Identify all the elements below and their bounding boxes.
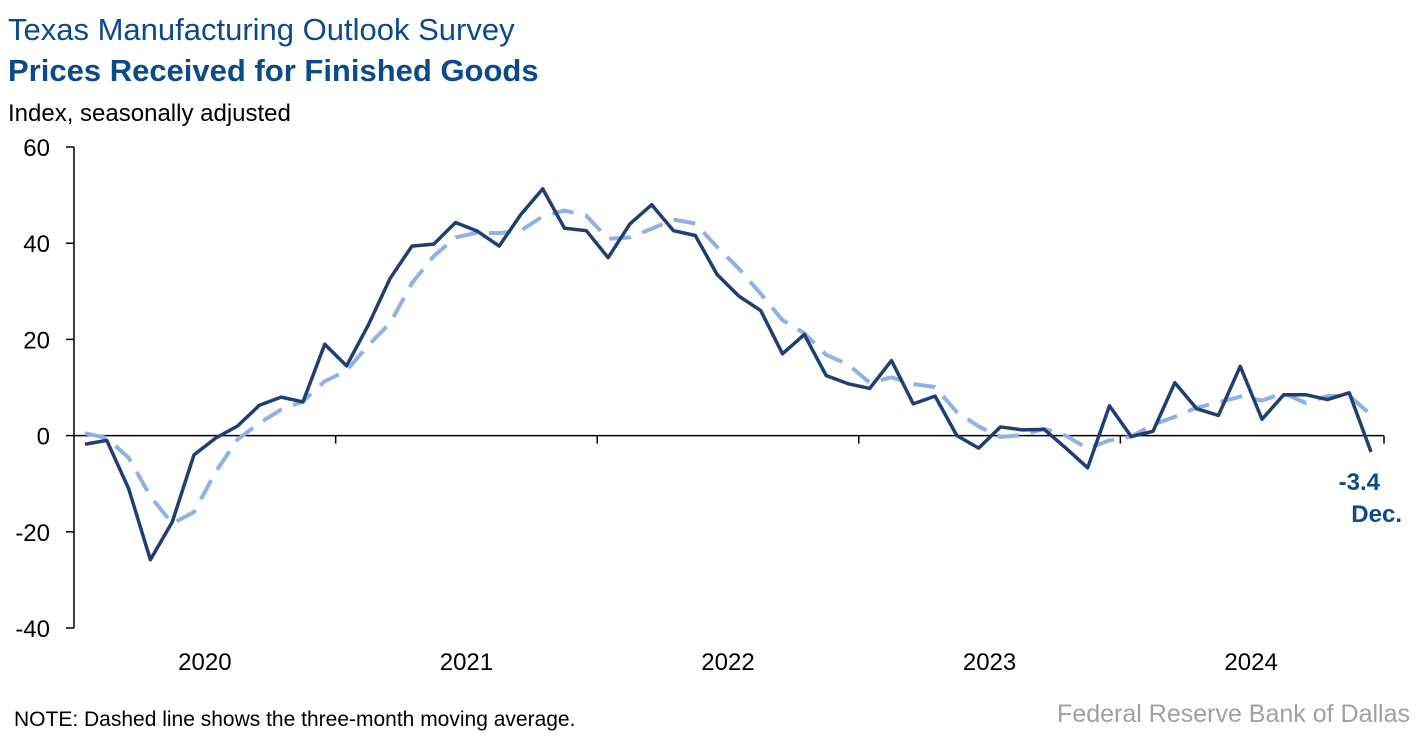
y-tick-label: 0 xyxy=(37,424,50,451)
x-tick-label: 2023 xyxy=(963,649,1016,676)
x-tick-label: 2022 xyxy=(701,649,754,676)
y-tick-label: -20 xyxy=(15,520,50,547)
source: Federal Reserve Bank of Dallas xyxy=(1057,700,1410,728)
x-tick-label: 2021 xyxy=(440,649,493,676)
data-label: -3.4 xyxy=(1339,469,1381,496)
chart-subtitle: Prices Received for Finished Goods xyxy=(8,53,539,88)
y-tick-label: 60 xyxy=(23,135,50,162)
series-line xyxy=(84,208,1373,526)
note: NOTE: Dashed line shows the three-month … xyxy=(14,708,575,731)
x-tick-label: 2020 xyxy=(178,649,231,676)
y-axis-label: Index, seasonally adjusted xyxy=(8,100,291,127)
annotation: Dec. xyxy=(1351,501,1402,528)
series-line xyxy=(84,187,1373,562)
chart-title: Texas Manufacturing Outlook Survey xyxy=(8,12,515,47)
y-tick-label: -40 xyxy=(15,616,50,643)
y-tick-label: 20 xyxy=(23,327,50,354)
y-tick-label: 40 xyxy=(23,231,50,258)
x-tick-label: 2024 xyxy=(1224,649,1277,676)
